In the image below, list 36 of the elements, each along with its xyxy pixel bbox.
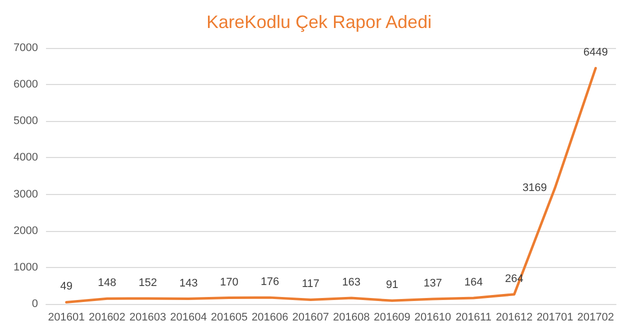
x-tick-label: 201603 [129,312,166,324]
data-label: 49 [60,280,72,293]
data-label: 143 [179,277,198,290]
data-label: 176 [260,276,280,288]
x-tick-label: 201612 [496,312,533,324]
data-label: 91 [386,279,398,292]
data-label: 137 [424,277,442,290]
y-tick-label: 7000 [14,42,38,54]
x-tick-label: 201606 [252,312,288,324]
y-tick-label: 4000 [14,152,38,164]
x-tick-label: 201601 [48,312,85,324]
x-tick-label: 201607 [292,312,329,324]
x-tick-label: 201605 [210,312,248,324]
y-tick-label: 3000 [14,188,38,200]
x-tick-label: 201604 [170,312,207,324]
x-tick-label: 201609 [374,312,410,324]
y-tick-label: 1000 [14,261,38,274]
data-label: 6449 [583,46,608,59]
y-tick-label: 2000 [14,224,38,237]
data-label: 148 [98,277,116,290]
chart-title: KareKodlu Çek Rapor Adedi [206,12,432,32]
y-tick-label: 5000 [14,115,38,128]
x-tick-label: 201608 [333,312,370,324]
x-tick-label: 201702 [577,312,614,324]
x-tick-label: 201602 [88,312,126,324]
data-label: 3169 [522,182,547,194]
x-tick-label: 201611 [456,312,492,324]
data-label: 117 [302,278,320,290]
data-label: 152 [138,276,157,289]
x-tick-label: 201610 [414,312,452,324]
data-label: 170 [220,276,238,288]
data-label: 163 [342,276,361,289]
y-tick-label: 0 [32,298,38,310]
data-label: 164 [464,276,483,288]
y-tick-label: 6000 [14,78,38,91]
x-tick-label: 201701 [536,312,574,324]
